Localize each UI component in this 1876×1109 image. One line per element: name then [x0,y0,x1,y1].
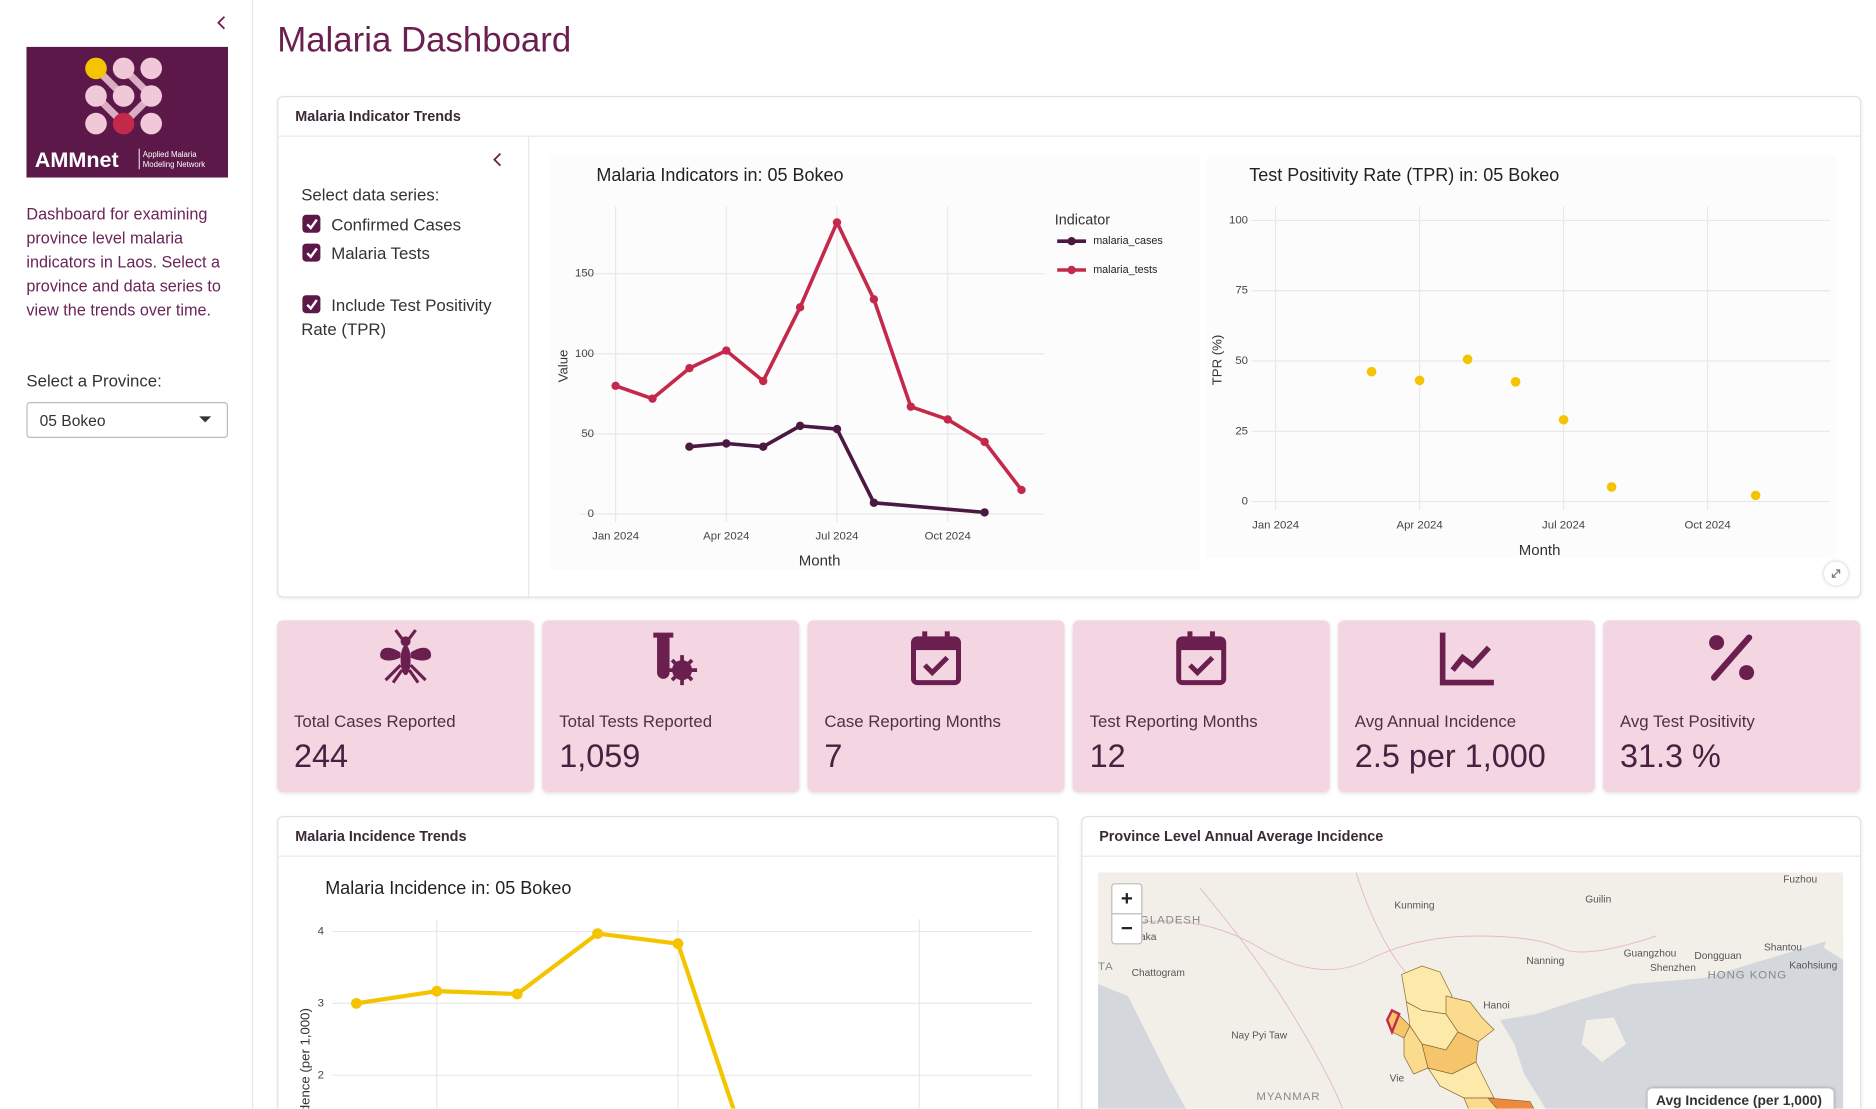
kpi-label: Total Tests Reported [559,711,713,731]
controls-heading: Select data series: [301,184,440,205]
check-mark [306,247,318,259]
kpi-label: Test Reporting Months [1089,711,1258,731]
province-label: Select a Province: [26,370,162,391]
logo-subtitle: Modeling Network [143,160,206,169]
kpi-icon [1709,634,1755,681]
map-legend-title: Avg Incidence (per 1,000) [1656,1094,1822,1109]
checkbox[interactable] [302,295,321,314]
kpi-label: Avg Annual Incidence [1354,711,1517,731]
province-select[interactable]: 05 Bokeo [26,402,229,439]
checkbox-label: Include Test Positivity Rate (TPR) [301,295,492,339]
check-mark [306,218,318,230]
province-value: 05 Bokeo [39,411,106,430]
kpi-label: Case Reporting Months [824,711,1001,731]
check-icon [306,299,318,311]
card-title: Malaria Incidence Trends [278,817,1058,857]
kpi-icon [653,632,698,686]
checkbox-label: Confirmed Cases [331,214,461,235]
kpi-icon [1176,631,1227,686]
kpi-label: Total Cases Reported [294,711,456,731]
card-title: Malaria Indicator Trends [278,97,1861,137]
kpi-tile: Total Cases Reported 244 [277,620,534,793]
divider [528,136,530,597]
expand-icon [1831,569,1841,578]
collapse-sidebar-button[interactable] [212,13,229,32]
kpi-icon [1439,632,1494,686]
check-icon [306,247,318,259]
description: Dashboard for examining province level m… [26,205,221,320]
kpi-label: Avg Test Positivity [1620,711,1755,731]
kpi-value: 7 [824,738,843,775]
zoom-out-button[interactable]: − [1111,913,1143,945]
check-mark [306,299,318,311]
checkbox-label: Malaria Tests [331,243,430,263]
collapse-controls-button[interactable] [488,150,505,169]
checkbox[interactable] [302,214,321,233]
check-icon [306,218,318,230]
kpi-tile: Avg Test Positivity 31.3 % [1603,620,1861,793]
map-card: Province Level Annual Average Incidence [1081,816,1862,1109]
checkbox[interactable] [302,243,321,262]
page-title: Malaria Dashboard [277,21,572,61]
dropdown-arrow [199,416,212,423]
indicator-card: Malaria Indicator Trends [277,96,1862,598]
kpi-icon [911,631,962,686]
kpi-tile: Test Reporting Months 12 [1072,620,1330,793]
zoom-in-button[interactable]: + [1111,883,1143,915]
logo: AMMnet Applied Malaria Modeling Network [26,46,229,178]
kpi-value: 2.5 per 1,000 [1354,738,1546,775]
kpi-value: 244 [294,738,349,775]
kpi-value: 12 [1089,738,1126,775]
kpi-icon [380,629,432,684]
incidence-card: Malaria Incidence Trends [277,816,1059,1109]
kpi-tile: Avg Annual Incidence 2.5 per 1,000 [1338,620,1595,793]
logo-text: AMMnet [35,147,119,172]
kpi-value: 31.3 % [1620,738,1721,775]
logo-subtitle: Applied Malaria [143,150,197,159]
kpi-tile: Total Tests Reported 1,059 [542,620,800,793]
card-title: Province Level Annual Average Incidence [1082,817,1861,857]
expand-button[interactable] [1824,561,1849,586]
kpi-tile: Case Reporting Months 7 [807,620,1065,793]
kpi-value: 1,059 [559,738,641,775]
map-legend: Avg Incidence (per 1,000) [1647,1088,1834,1109]
sidebar [0,0,254,1109]
